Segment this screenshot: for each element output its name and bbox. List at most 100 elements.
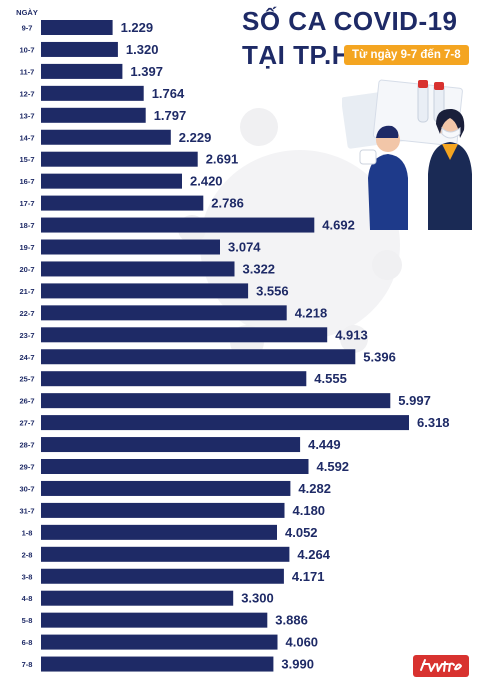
date-tick-label: 27-7 — [19, 419, 34, 428]
bar — [41, 393, 391, 409]
value-label: 3.990 — [281, 657, 314, 672]
bar — [41, 129, 171, 145]
value-label: 3.556 — [256, 283, 289, 298]
tuoi-tre-logo — [413, 655, 469, 677]
bar — [41, 612, 268, 628]
date-tick-label: 14-7 — [19, 133, 34, 142]
date-tick-label: 28-7 — [19, 441, 34, 450]
value-label: 1.764 — [152, 86, 185, 101]
bar — [41, 261, 235, 277]
date-tick-label: 5-8 — [22, 616, 33, 625]
bar — [41, 283, 249, 299]
date-tick-label: 15-7 — [19, 155, 34, 164]
bar — [41, 63, 123, 79]
bar — [41, 437, 301, 453]
bar — [41, 217, 315, 233]
date-tick-label: 9-7 — [22, 24, 33, 33]
date-tick-label: 19-7 — [19, 243, 34, 252]
test-tube-cap — [418, 80, 428, 88]
value-label: 4.052 — [285, 525, 318, 540]
date-tick-label: 2-8 — [22, 550, 33, 559]
date-tick-label: 22-7 — [19, 309, 34, 318]
date-tick-label: 12-7 — [19, 89, 34, 98]
bar — [41, 41, 118, 57]
value-label: 4.913 — [335, 327, 368, 342]
date-tick-label: 29-7 — [19, 463, 34, 472]
chart-title-line1: SỐ CA COVID-19 — [242, 6, 458, 36]
bar — [41, 107, 146, 123]
bar — [41, 239, 220, 255]
virus-spike — [372, 250, 402, 280]
date-tick-label: 20-7 — [19, 265, 34, 274]
test-tube-cap — [434, 82, 444, 90]
bar — [41, 305, 287, 321]
value-label: 3.074 — [228, 240, 261, 255]
value-label: 3.322 — [243, 261, 276, 276]
person-tissue — [359, 149, 377, 165]
value-label: 4.692 — [322, 218, 355, 233]
value-label: 4.180 — [293, 503, 326, 518]
value-label: 4.060 — [286, 635, 319, 650]
date-tick-label: 31-7 — [19, 506, 34, 515]
value-label: 5.997 — [398, 393, 431, 408]
date-tick-label: 25-7 — [19, 375, 34, 384]
value-label: 1.397 — [130, 64, 163, 79]
date-range-badge: Từ ngày 9-7 đến 7-8 — [344, 45, 469, 65]
value-label: 1.797 — [154, 108, 187, 123]
date-tick-label: 7-8 — [22, 660, 33, 669]
person-hair — [376, 125, 399, 138]
value-label: 3.886 — [275, 613, 308, 628]
bar — [41, 20, 113, 35]
value-label: 2.229 — [179, 130, 212, 145]
date-tick-label: 1-8 — [22, 528, 33, 537]
bar — [41, 568, 284, 584]
bar — [41, 349, 356, 365]
bar — [41, 459, 309, 474]
person-body — [368, 154, 408, 230]
bar — [41, 634, 278, 650]
bar — [41, 85, 144, 101]
people-coughing-illustration — [342, 79, 472, 230]
date-tick-label: 30-7 — [19, 484, 34, 493]
bar — [41, 415, 409, 431]
date-tick-label: 13-7 — [19, 111, 34, 120]
bar — [41, 195, 204, 211]
person-hair — [436, 108, 465, 138]
date-tick-label: 23-7 — [19, 331, 34, 340]
logo-mark-icon — [420, 659, 462, 672]
value-label: 4.218 — [295, 305, 328, 320]
value-label: 4.449 — [308, 437, 341, 452]
date-tick-label: 26-7 — [19, 397, 34, 406]
value-label: 4.282 — [298, 481, 331, 496]
value-label: 2.786 — [211, 196, 244, 211]
bar — [41, 371, 307, 387]
virus-spike — [240, 108, 278, 146]
date-tick-label: 21-7 — [19, 287, 34, 296]
bar — [41, 480, 291, 496]
person-body — [428, 142, 472, 230]
face-mask — [441, 126, 461, 139]
date-tick-label: 11-7 — [20, 67, 35, 76]
value-label: 6.318 — [417, 415, 450, 430]
value-label: 5.396 — [363, 349, 396, 364]
person-shirt — [442, 144, 458, 160]
bar — [41, 502, 285, 518]
bar — [41, 524, 277, 540]
date-tick-label: 6-8 — [22, 638, 33, 647]
value-label: 4.264 — [297, 547, 330, 562]
bar — [41, 656, 274, 672]
bar — [41, 151, 198, 167]
value-label: 2.420 — [190, 174, 223, 189]
bar — [41, 173, 182, 189]
date-tick-label: 24-7 — [19, 353, 34, 362]
bar — [41, 327, 328, 343]
value-label: 1.229 — [121, 20, 154, 35]
value-label: 2.691 — [206, 152, 239, 167]
value-label: 4.555 — [314, 371, 347, 386]
date-tick-label: 17-7 — [19, 199, 34, 208]
date-tick-label: 4-8 — [22, 594, 33, 603]
virus-spike — [340, 325, 368, 353]
date-tick-label: 16-7 — [19, 177, 34, 186]
